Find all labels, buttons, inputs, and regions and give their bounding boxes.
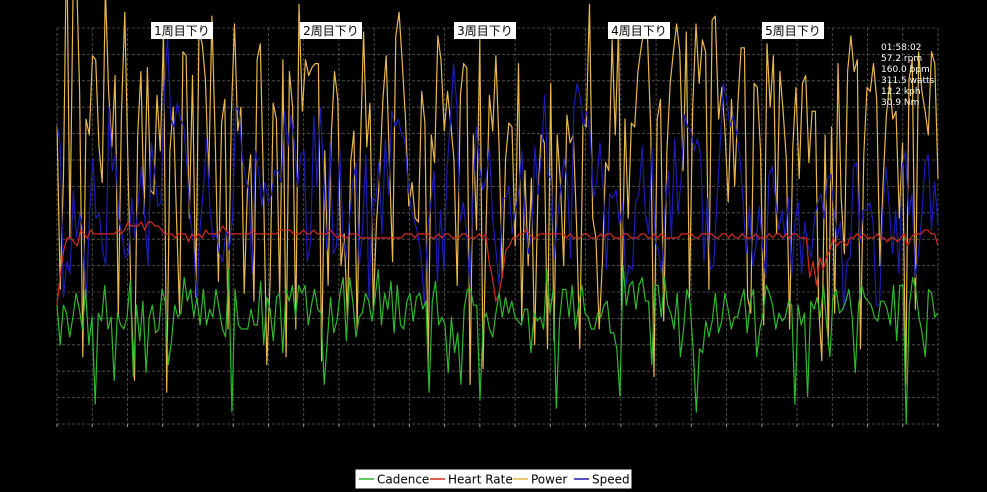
- legend-item-heart-rate: Heart Rate: [430, 473, 513, 487]
- lap-label-text: 1周目下り: [154, 24, 210, 38]
- legend-label: Power: [531, 473, 567, 487]
- legend-item-cadence: Cadence: [359, 473, 429, 487]
- lap-label-text: 2周目下り: [303, 24, 359, 38]
- lap-label-box: [300, 22, 362, 39]
- lap-label-box: [454, 22, 516, 39]
- legend-item-speed: Speed: [574, 473, 630, 487]
- legend-label: Cadence: [377, 473, 429, 487]
- legend-item-power: Power: [513, 473, 567, 487]
- lap-label-4: 4周目下り: [608, 22, 670, 39]
- lap-markers: 1周目下り 2周目下り 3周目下り 4周目下り 5周目下り: [151, 22, 824, 39]
- lap-label-text: 4周目下り: [611, 24, 667, 38]
- lap-label-3: 3周目下り: [454, 22, 516, 39]
- lap-label-box: [608, 22, 670, 39]
- series-line-heart-rate: [56, 221, 939, 306]
- legend-label: Heart Rate: [448, 473, 513, 487]
- lap-label-box: [762, 22, 824, 39]
- readout-line: 12.2 kph: [881, 87, 921, 97]
- lap-label-box: [151, 22, 213, 39]
- lap-label-text: 3周目下り: [457, 24, 513, 38]
- lap-label-text: 5周目下り: [765, 24, 821, 38]
- readout-line: 30.9 Nm: [881, 98, 919, 108]
- lap-label-2: 2周目下り: [300, 22, 362, 39]
- readout-line: 311.5 watts: [881, 76, 935, 86]
- lap-label-1: 1周目下り: [151, 22, 213, 39]
- series-line-power: [56, 0, 939, 393]
- legend-box: [354, 468, 633, 490]
- readout-line: 01:58:02: [881, 43, 921, 53]
- legend-label: Speed: [592, 473, 630, 487]
- readout-line: 57.2 rpm: [881, 54, 922, 64]
- lap-label-5: 5周目下り: [762, 22, 824, 39]
- series-lines: [56, 0, 939, 425]
- readout-line: 160.0 bpm: [881, 65, 930, 75]
- legend: Cadence Heart Rate Power Speed: [354, 468, 633, 490]
- series-line-speed: [56, 35, 939, 310]
- series-line-cadence: [56, 265, 939, 425]
